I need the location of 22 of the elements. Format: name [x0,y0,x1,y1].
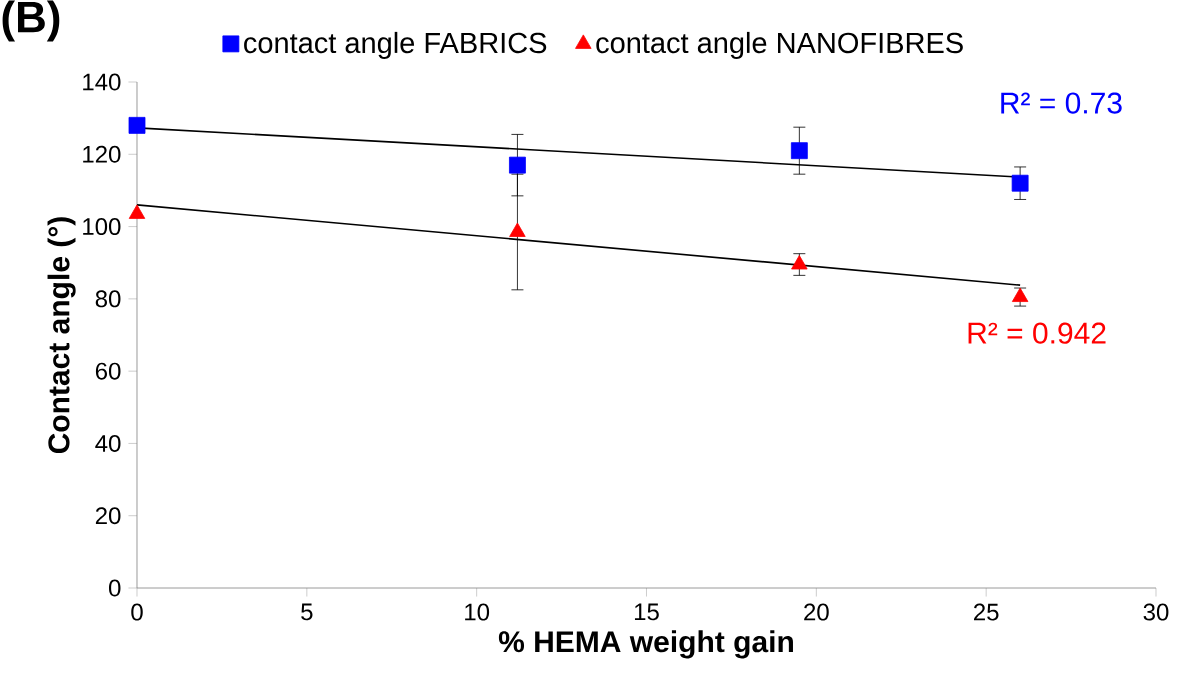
chart-title: (B) [2,0,60,42]
y-tick-label: 140 [83,73,121,91]
x-tick-label: 0 [131,603,143,621]
y-tick-label: 40 [95,434,121,452]
y-tick-label: 120 [83,145,121,163]
x-tick-label: 15 [634,603,659,621]
legend-label: contact angle NANOFIBRES [596,31,963,59]
y-tick-label: 100 [83,218,121,236]
legend-label: contact angle FABRICS [244,31,547,59]
annotation: R² = 0.73 [1001,92,1122,114]
x-tick-label: 30 [1143,603,1169,621]
y-tick-label: 80 [95,290,121,308]
x-tick-label: 5 [301,603,313,621]
x-tick-label: 20 [804,603,829,621]
y-tick-label: 20 [95,507,121,525]
y-tick-label: 0 [108,579,121,597]
x-tick-label: 10 [465,603,490,621]
annotation: R² = 0.942 [968,322,1106,344]
y-axis-title: Contact angle (°) [47,217,76,454]
x-axis-title: % HEMA weight gain [498,630,793,659]
x-tick-label: 25 [974,603,999,621]
y-tick-label: 60 [95,362,121,380]
